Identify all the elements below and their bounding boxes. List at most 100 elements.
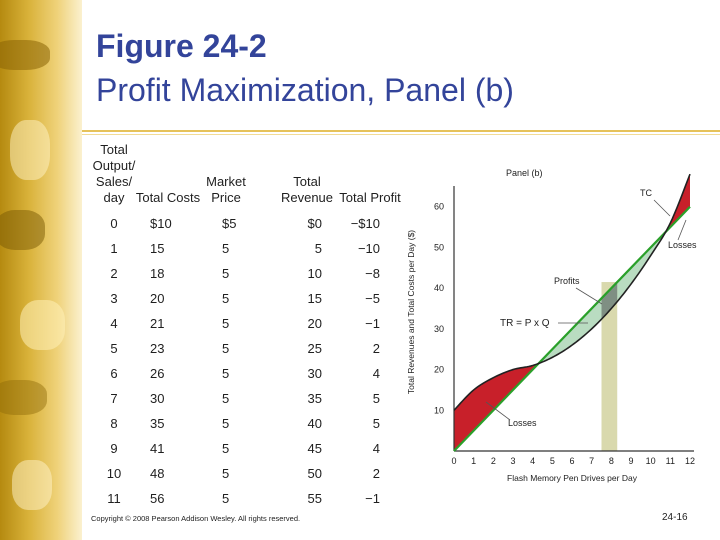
table-cell-costs: 48 [150, 466, 165, 481]
table-cell-price: 5 [222, 491, 230, 506]
table-cell-price: 5 [222, 416, 230, 431]
table-cell-profit: 2 [372, 466, 380, 481]
table-cell-profit: −5 [365, 291, 380, 306]
loss-region-right [666, 174, 690, 232]
table-cell-output: 7 [110, 391, 118, 406]
table-cell-output: 11 [107, 491, 121, 506]
chart-title: Panel (b) [506, 168, 543, 178]
table-cell-output: 6 [110, 366, 118, 381]
table-cell-costs: $10 [150, 216, 172, 231]
table-cell-revenue: 10 [307, 266, 322, 281]
max-profit-band [601, 282, 618, 451]
table-cell-output: 10 [106, 466, 122, 481]
table-header-output: Total Output/ Sales/ day [92, 142, 136, 205]
x-tick-label: 12 [685, 456, 695, 466]
x-tick-label: 11 [666, 456, 675, 466]
title-divider [82, 130, 720, 132]
table-cell-costs: 41 [150, 441, 165, 456]
y-tick-label: 60 [434, 202, 444, 212]
table-cell-price: 5 [222, 366, 230, 381]
table-cell-costs: 35 [150, 416, 165, 431]
table-cell-profit: 5 [372, 416, 380, 431]
table-cell-price: 5 [222, 391, 230, 406]
tr-line [453, 205, 691, 452]
table-cell-costs: 30 [150, 391, 165, 406]
table-cell-revenue: 5 [314, 241, 322, 256]
table-cell-price: 5 [222, 291, 230, 306]
x-tick-label: 0 [451, 456, 456, 466]
table-cell-revenue: 20 [307, 316, 322, 331]
x-tick-label: 4 [530, 456, 535, 466]
table-cell-output: 9 [110, 441, 118, 456]
table-header-costs: Total Costs [135, 190, 201, 205]
x-tick-label: 6 [569, 456, 574, 466]
table-cell-price: $5 [222, 216, 237, 231]
table-cell-revenue: 40 [307, 416, 322, 431]
x-tick-label: 10 [646, 456, 656, 466]
table-cell-profit: 4 [372, 366, 380, 381]
table-cell-output: 5 [110, 341, 118, 356]
table-cell-revenue: 30 [307, 366, 322, 381]
table-cell-profit: 5 [372, 391, 380, 406]
x-tick-label: 8 [609, 456, 614, 466]
table-cell-revenue: 25 [307, 341, 322, 356]
slide-title: Figure 24-2 [96, 28, 267, 64]
table-cell-output: 0 [110, 216, 118, 231]
y-axis-label: Total Revenues and Total Costs per Day (… [406, 230, 416, 394]
tc-curve [453, 173, 691, 411]
table-header-revenue: Total Revenue [280, 174, 334, 205]
table-cell-output: 4 [110, 316, 118, 331]
tc-label-leader [653, 199, 671, 217]
table-cell-costs: 56 [150, 491, 165, 506]
table-cell-costs: 20 [150, 291, 165, 306]
x-tick-label: 7 [589, 456, 594, 466]
slide-subtitle: Profit Maximization, Panel (b) [96, 72, 514, 108]
table-cell-revenue: 50 [307, 466, 322, 481]
profits-label: Profits [554, 276, 580, 286]
table-cell-costs: 15 [150, 241, 165, 256]
x-tick-label: 5 [550, 456, 555, 466]
table-cell-profit: −8 [365, 266, 380, 281]
x-tick-label: 2 [491, 456, 496, 466]
table-cell-profit: −1 [365, 316, 380, 331]
table-cell-revenue: $0 [307, 216, 322, 231]
table-cell-costs: 26 [150, 366, 165, 381]
y-tick-label: 30 [434, 324, 444, 334]
y-tick-label: 50 [434, 242, 444, 252]
table-cell-price: 5 [222, 341, 230, 356]
table-cell-price: 5 [222, 441, 230, 456]
table-cell-price: 5 [222, 466, 230, 481]
copyright-notice: Copyright © 2008 Pearson Addison Wesley.… [91, 514, 301, 523]
table-cell-revenue: 35 [307, 391, 322, 406]
table-cell-price: 5 [222, 241, 230, 256]
y-tick-label: 10 [434, 405, 444, 415]
y-tick-label: 20 [434, 365, 444, 375]
table-cell-profit: 2 [372, 341, 380, 356]
profits-label-leader [575, 287, 603, 305]
losses-left-leader [485, 401, 511, 421]
table-header-price: Market Price [206, 174, 246, 205]
losses-right-leader [677, 219, 687, 241]
table-cell-profit: −10 [357, 241, 380, 256]
table-cell-revenue: 15 [307, 291, 322, 306]
decorative-sidebar [0, 0, 82, 540]
table-header-profit: Total Profit [339, 190, 401, 205]
table-cell-price: 5 [222, 316, 230, 331]
x-axis-label: Flash Memory Pen Drives per Day [507, 473, 638, 483]
tc-label: TC [640, 188, 652, 198]
tr-label: TR = P x Q [500, 318, 550, 329]
table-cell-costs: 23 [150, 341, 165, 356]
table-cell-profit: 4 [372, 441, 380, 456]
y-tick-label: 40 [434, 283, 444, 293]
max-profit-gap [601, 282, 618, 320]
table-cell-costs: 18 [150, 266, 165, 281]
table-cell-profit: −$10 [350, 216, 380, 231]
losses-label-right: Losses [668, 240, 697, 250]
table-cell-output: 2 [110, 266, 118, 281]
table-cell-output: 1 [110, 241, 118, 256]
table-cell-output: 8 [110, 416, 118, 431]
profit-table: Total Output/ Sales/ day Total Costs Marke… [82, 140, 402, 510]
table-cell-profit: −1 [365, 491, 380, 506]
table-cell-price: 5 [222, 266, 230, 281]
